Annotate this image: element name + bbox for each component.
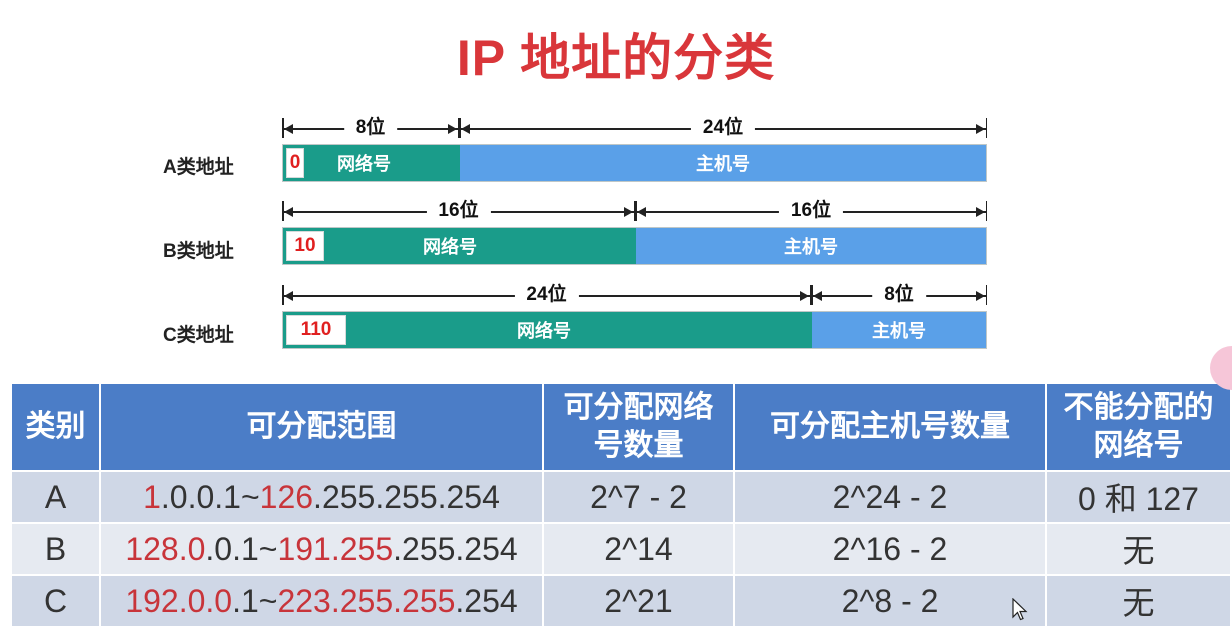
prefix-b: 10 xyxy=(286,231,324,261)
range-part: .254 xyxy=(455,582,518,619)
row-label-b: B类地址 xyxy=(163,241,234,262)
dim-a-network: 8位 xyxy=(282,115,459,141)
page-title: IP 地址的分类 xyxy=(456,30,776,86)
header-reserved: 不能分配的网络号 xyxy=(1045,382,1232,472)
network-label-a: 网络号 xyxy=(337,154,391,174)
header-host-count: 可分配主机号数量 xyxy=(733,382,1047,472)
host-label-a: 主机号 xyxy=(696,154,750,174)
range-part: 1 xyxy=(143,478,161,515)
range-part: 223.255.255 xyxy=(277,582,456,619)
cell-reserved: 无 xyxy=(1045,522,1232,576)
dim-b-network: 16位 xyxy=(282,198,635,224)
prefix-a: 0 xyxy=(286,148,304,178)
dim-c-host-label: 8位 xyxy=(872,282,926,308)
cell-range: 1.0.0.1~126.255.255.254 xyxy=(99,470,544,524)
dim-b-host: 16位 xyxy=(635,198,987,224)
dim-b-network-label: 16位 xyxy=(426,198,491,224)
range-part: .255.255.254 xyxy=(313,478,500,515)
dim-c-network: 24位 xyxy=(282,282,811,308)
bar-class-b: 10 网络号 主机号 xyxy=(282,227,987,265)
dim-b-host-label: 16位 xyxy=(778,198,844,224)
network-segment-c: 110 网络号 xyxy=(283,312,812,348)
range-part: 192.0.0 xyxy=(125,582,233,619)
cell-range: 192.0.0.1~223.255.255.254 xyxy=(99,574,544,628)
cell-net-count: 2^21 xyxy=(542,574,735,628)
range-part: 126 xyxy=(259,478,314,515)
host-label-b: 主机号 xyxy=(784,237,838,257)
table-row: C 192.0.0.1~223.255.255.254 2^21 2^8 - 2… xyxy=(10,574,1232,628)
side-floating-button[interactable] xyxy=(1210,346,1232,390)
range-part: 191.255 xyxy=(277,530,394,567)
dim-a-host: 24位 xyxy=(459,115,987,141)
network-label-b: 网络号 xyxy=(423,237,477,257)
cell-host-count: 2^8 - 2 xyxy=(733,574,1047,628)
prefix-c: 110 xyxy=(286,315,346,345)
host-segment-a: 主机号 xyxy=(460,145,986,181)
cell-host-count: 2^16 - 2 xyxy=(733,522,1047,576)
range-part: .0.1~ xyxy=(205,530,278,567)
dim-a-host-label: 24位 xyxy=(690,115,756,141)
cell-class: A xyxy=(10,470,101,524)
cell-class: C xyxy=(10,574,101,628)
header-class: 类别 xyxy=(10,382,101,472)
dim-a-network-label: 8位 xyxy=(343,115,398,141)
mouse-pointer-icon xyxy=(1012,598,1028,621)
range-part: .1~ xyxy=(232,582,278,619)
network-segment-b: 10 网络号 xyxy=(283,228,636,264)
cell-host-count: 2^24 - 2 xyxy=(733,470,1047,524)
table-row: B 128.0.0.1~191.255.255.254 2^14 2^16 - … xyxy=(10,522,1232,576)
dim-c-host: 8位 xyxy=(811,282,987,308)
cell-net-count: 2^7 - 2 xyxy=(542,470,735,524)
network-segment-a: 0 网络号 xyxy=(283,145,460,181)
range-part: .0.0.1~ xyxy=(160,478,260,515)
host-segment-b: 主机号 xyxy=(636,228,986,264)
bar-class-a: 0 网络号 主机号 xyxy=(282,144,987,182)
header-range: 可分配范围 xyxy=(99,382,544,472)
host-label-c: 主机号 xyxy=(872,321,926,341)
host-segment-c: 主机号 xyxy=(812,312,986,348)
dim-c-network-label: 24位 xyxy=(514,282,579,308)
range-part: 128.0 xyxy=(125,530,206,567)
table-row: A 1.0.0.1~126.255.255.254 2^7 - 2 2^24 -… xyxy=(10,470,1232,524)
cell-reserved: 无 xyxy=(1045,574,1232,628)
table-header-row: 类别 可分配范围 可分配网络号数量 可分配主机号数量 不能分配的网络号 xyxy=(10,382,1232,472)
cell-net-count: 2^14 xyxy=(542,522,735,576)
header-net-count: 可分配网络号数量 xyxy=(542,382,735,472)
range-part: .255.254 xyxy=(393,530,518,567)
cell-reserved: 0 和 127 xyxy=(1045,470,1232,524)
network-label-c: 网络号 xyxy=(517,321,571,341)
row-label-a: A类地址 xyxy=(163,157,234,178)
bar-class-c: 110 网络号 主机号 xyxy=(282,311,987,349)
cell-class: B xyxy=(10,522,101,576)
ip-class-table: 类别 可分配范围 可分配网络号数量 可分配主机号数量 不能分配的网络号 A 1.… xyxy=(10,382,1232,628)
cell-range: 128.0.0.1~191.255.255.254 xyxy=(99,522,544,576)
row-label-c: C类地址 xyxy=(163,325,234,346)
